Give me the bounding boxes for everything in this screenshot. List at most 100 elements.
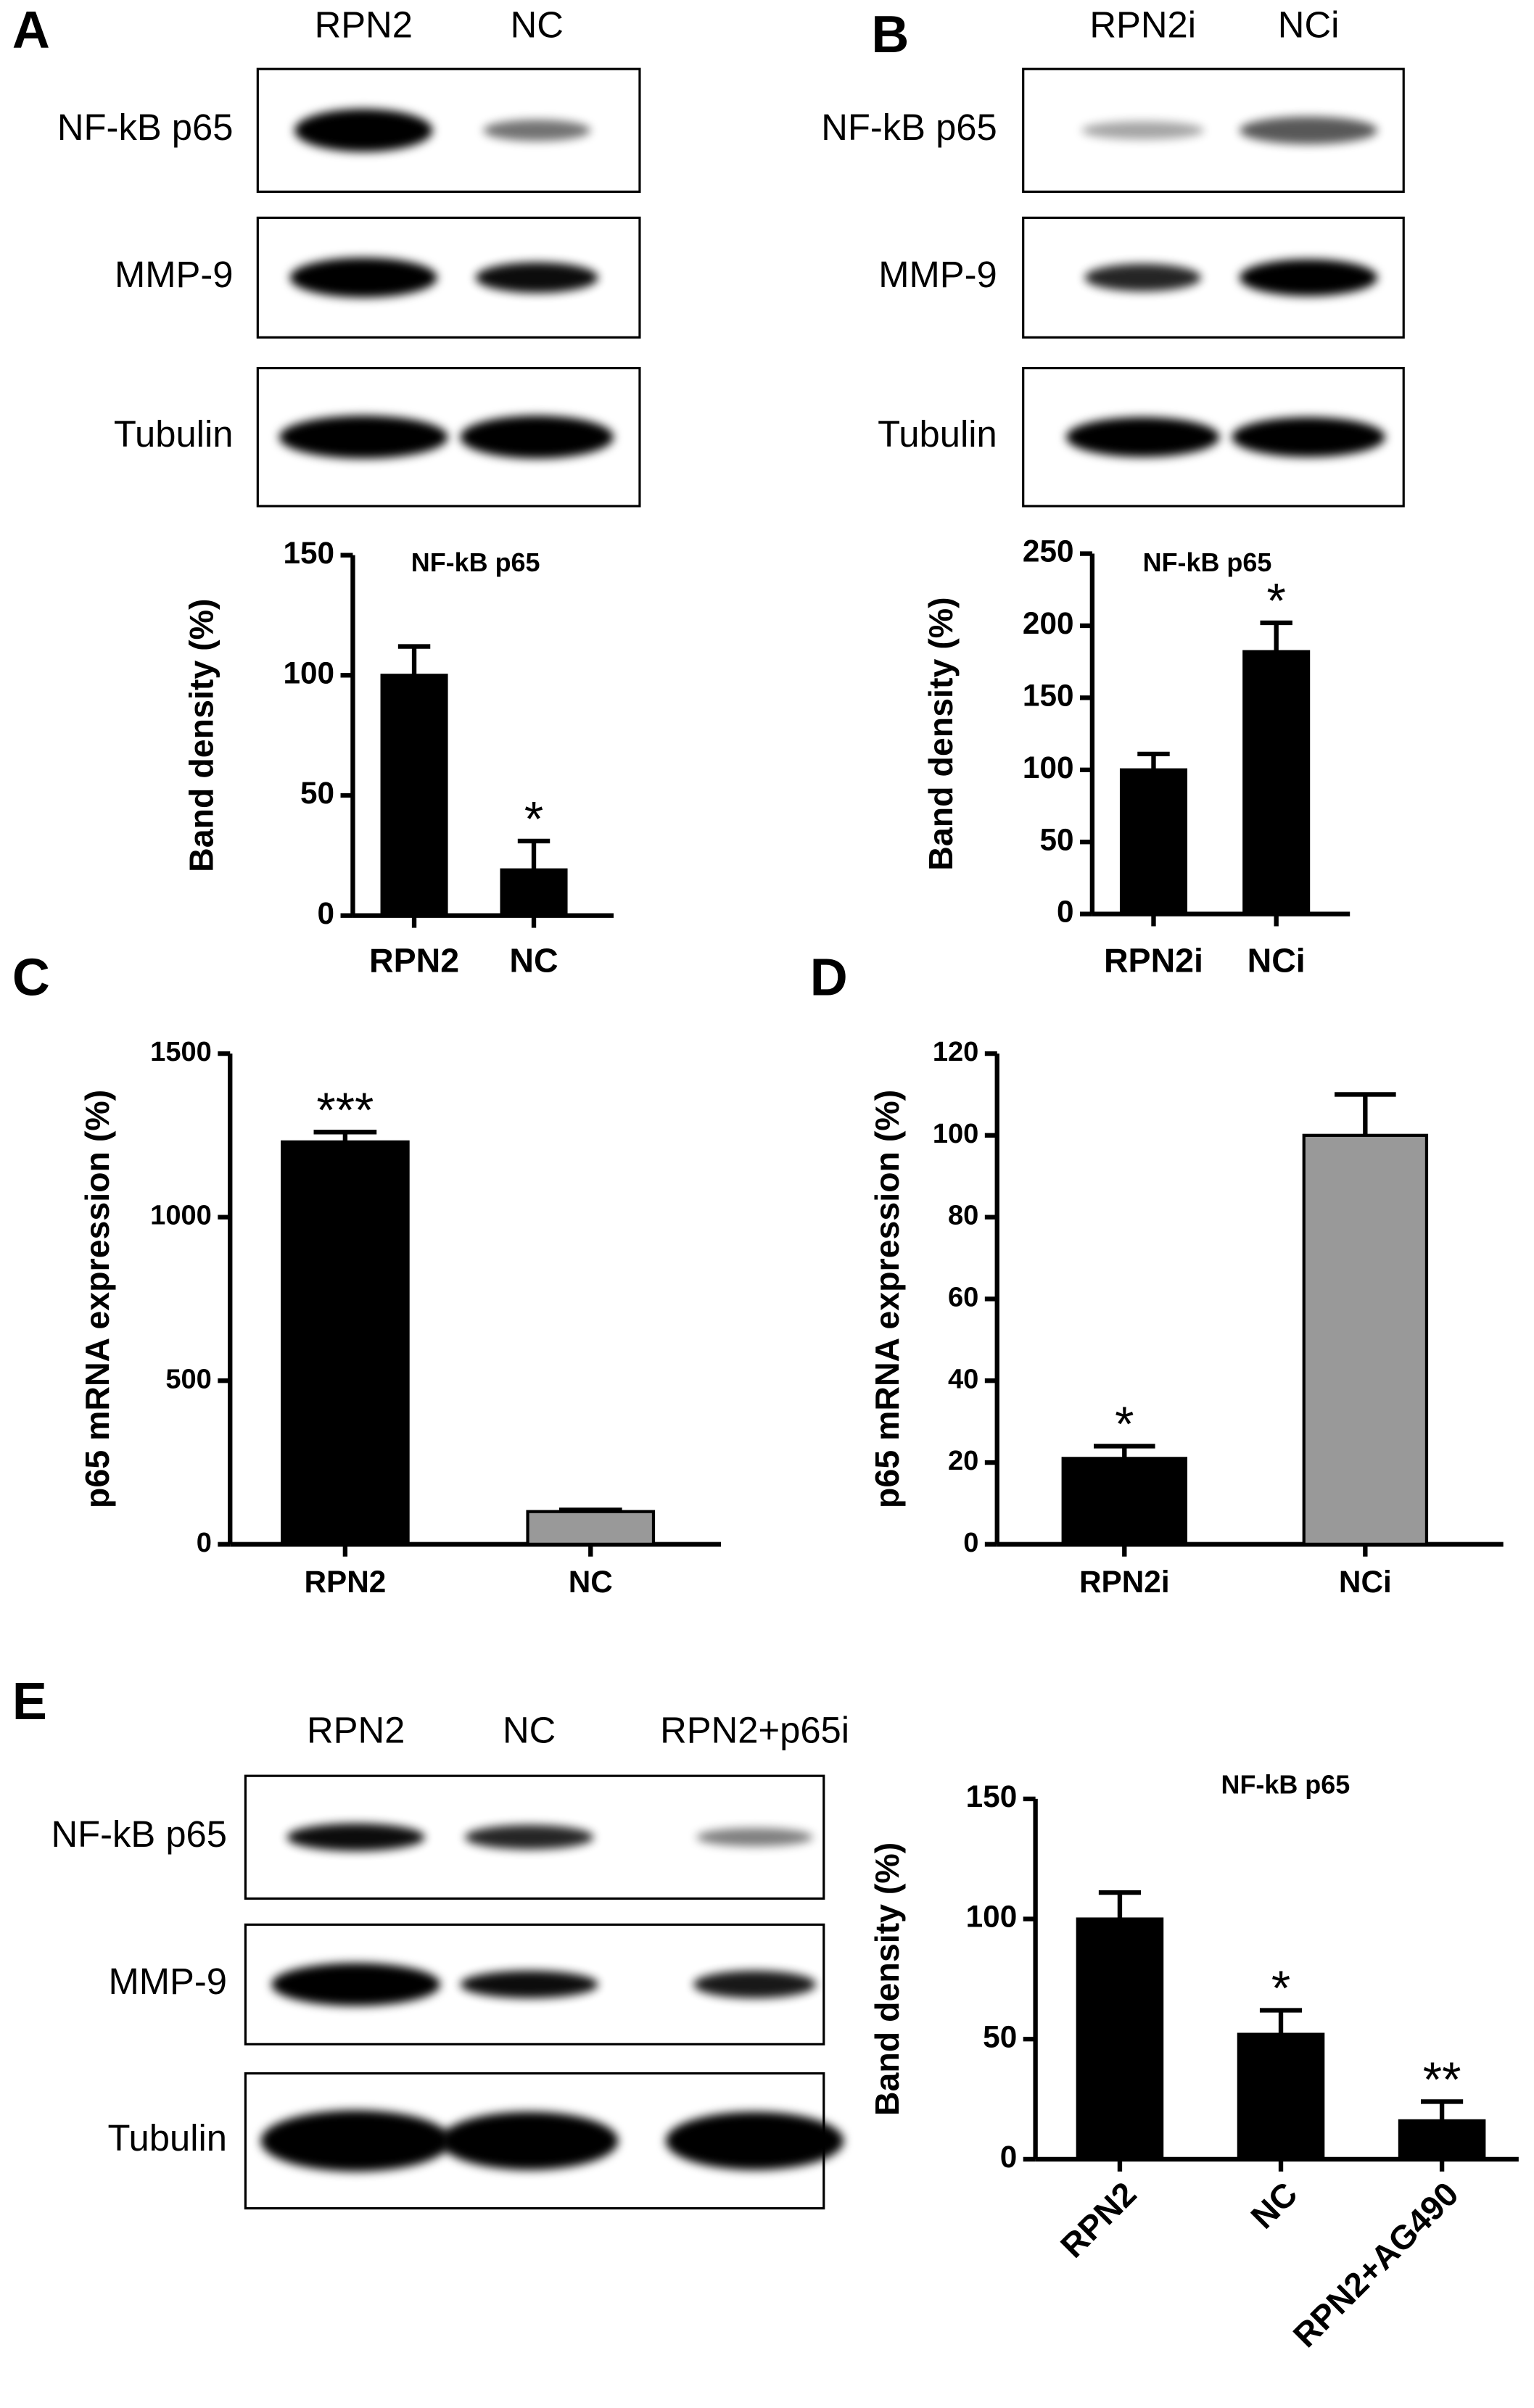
error-bar — [397, 644, 431, 676]
band — [464, 1824, 594, 1850]
lane-label: NC — [511, 4, 564, 45]
error-bar — [558, 1507, 622, 1513]
x-tick-label: RPN2 — [369, 942, 459, 980]
y-tick-label: 50 — [983, 2019, 1017, 2053]
band — [294, 109, 433, 152]
band — [1065, 417, 1220, 458]
x-tick-label: NC — [509, 942, 558, 980]
y-tick-label: 120 — [933, 1037, 979, 1067]
row-label: MMP-9 — [878, 254, 997, 295]
panel-letter: A — [12, 1, 50, 59]
band — [1239, 259, 1378, 297]
band — [286, 1823, 425, 1851]
x-tick-label: NCi — [1248, 942, 1306, 980]
band — [1239, 116, 1378, 144]
band — [693, 1970, 817, 1998]
x-tick-label: RPN2i — [1079, 1565, 1170, 1599]
lane-label: RPN2+p65i — [660, 1709, 849, 1750]
y-tick-label: 150 — [283, 536, 334, 570]
row-label: MMP-9 — [115, 254, 234, 295]
y-tick-label: 60 — [948, 1282, 978, 1312]
x-tick-label: RPN2+AG490 — [1286, 2175, 1466, 2354]
y-tick-label: 100 — [966, 1900, 1018, 1934]
row-label: Tubulin — [878, 413, 997, 455]
y-tick-label: 150 — [1023, 679, 1074, 713]
band — [460, 415, 614, 459]
significance: * — [1271, 1961, 1290, 2016]
bar — [1398, 2119, 1486, 2161]
bar — [1119, 768, 1188, 916]
significance: * — [1115, 1397, 1134, 1452]
y-tick-label: 40 — [948, 1364, 978, 1394]
y-tick-label: 150 — [966, 1779, 1018, 1813]
y-tick-label: 250 — [1023, 534, 1074, 568]
lane-label: RPN2 — [307, 1709, 405, 1750]
band — [279, 415, 448, 459]
band — [271, 1963, 441, 2006]
band — [1081, 121, 1205, 140]
panel-letter: C — [12, 949, 50, 1007]
row-label: MMP-9 — [108, 1961, 227, 2002]
y-tick-label: 0 — [197, 1528, 212, 1558]
bar — [500, 868, 568, 917]
error-bar — [1137, 751, 1170, 770]
row-label: NF-kB p65 — [51, 1813, 227, 1855]
y-axis-label: p65 mRNA expression (%) — [78, 1090, 116, 1508]
y-tick-label: 1000 — [150, 1201, 212, 1231]
bar — [1076, 1917, 1164, 2161]
error-bar — [1098, 1890, 1142, 1919]
row-label: Tubulin — [114, 413, 234, 455]
y-tick-label: 500 — [165, 1364, 212, 1394]
y-axis-label: Band density (%) — [922, 597, 960, 870]
row-label: NF-kB p65 — [57, 107, 234, 148]
x-tick-label: NC — [1243, 2175, 1304, 2235]
row-label: Tubulin — [107, 2117, 227, 2159]
band — [289, 257, 437, 298]
y-tick-label: 100 — [283, 655, 334, 690]
y-tick-label: 100 — [933, 1119, 979, 1149]
y-tick-label: 50 — [300, 776, 334, 810]
error-bar — [1259, 2008, 1303, 2035]
x-tick-label: NCi — [1339, 1565, 1392, 1599]
y-tick-label: 0 — [318, 896, 335, 930]
lane-label: RPN2i — [1089, 4, 1196, 45]
band — [460, 1970, 598, 1998]
bar — [1061, 1457, 1188, 1546]
bar — [1242, 650, 1311, 916]
panel-letter: B — [871, 6, 909, 64]
significance: ** — [1423, 2053, 1461, 2107]
bar — [281, 1140, 410, 1546]
y-tick-label: 80 — [948, 1201, 978, 1231]
band — [475, 262, 598, 293]
error-bar — [1335, 1092, 1396, 1135]
y-tick-label: 0 — [1057, 895, 1074, 929]
x-tick-label: RPN2 — [1053, 2175, 1144, 2265]
y-tick-label: 0 — [963, 1528, 978, 1558]
significance: *** — [316, 1083, 374, 1138]
band — [696, 1828, 813, 1847]
y-axis-label: p65 mRNA expression (%) — [868, 1090, 906, 1508]
bar — [380, 674, 448, 917]
error-bar — [1093, 1444, 1155, 1459]
error-bar — [1421, 2099, 1464, 2121]
bar — [1237, 2032, 1325, 2161]
y-tick-label: 50 — [1039, 822, 1073, 856]
lane-label: NC — [503, 1709, 556, 1750]
y-tick-label: 0 — [1000, 2140, 1018, 2174]
lane-label: NCi — [1278, 4, 1340, 45]
significance: * — [1267, 574, 1286, 628]
panel-letter: D — [810, 949, 848, 1007]
y-tick-label: 20 — [948, 1446, 978, 1476]
y-tick-label: 100 — [1023, 750, 1074, 785]
row-label: NF-kB p65 — [821, 107, 997, 148]
y-tick-label: 200 — [1023, 606, 1074, 640]
error-bar — [313, 1130, 377, 1142]
band — [1232, 417, 1385, 458]
x-tick-label: RPN2i — [1104, 942, 1203, 980]
x-tick-label: RPN2 — [304, 1565, 386, 1599]
band — [483, 119, 591, 141]
error-bar — [1260, 620, 1292, 652]
error-bar — [517, 838, 550, 870]
